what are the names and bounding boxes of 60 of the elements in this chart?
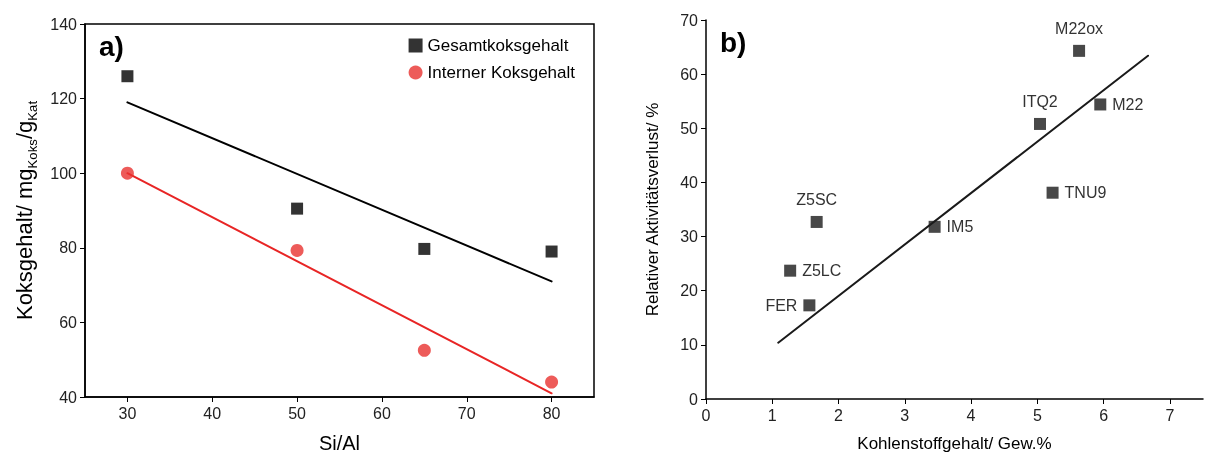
y-axis-title: Koksgehalt/ mgKoks/gKat bbox=[11, 100, 41, 321]
point bbox=[290, 243, 304, 257]
y-tick-label: 20 bbox=[680, 282, 699, 300]
annotation: M22 bbox=[1112, 95, 1144, 113]
legend-label: Interner Koksgehalt bbox=[427, 63, 576, 82]
point bbox=[810, 215, 823, 228]
x-tick-label: 3 bbox=[900, 406, 910, 424]
x-tick-label: 4 bbox=[966, 406, 976, 424]
legend-label: Gesamtkoksgehalt bbox=[427, 36, 569, 55]
x-tick-label: 60 bbox=[373, 404, 391, 422]
y-tick-label: 100 bbox=[50, 164, 78, 182]
x-tick-label: 7 bbox=[1165, 406, 1175, 424]
point bbox=[1094, 98, 1107, 111]
annotation: FER bbox=[765, 296, 798, 314]
point bbox=[545, 375, 559, 389]
point bbox=[545, 245, 558, 258]
x-axis-title: Kohlenstoffgehalt/ Gew.% bbox=[857, 434, 1052, 453]
y-tick-label: 10 bbox=[680, 336, 699, 354]
point bbox=[784, 264, 797, 277]
y-tick-label: 70 bbox=[680, 11, 699, 29]
annotation: b) bbox=[720, 26, 747, 58]
y-tick-label: 80 bbox=[59, 239, 78, 257]
x-tick-label: 40 bbox=[203, 404, 222, 422]
point bbox=[1046, 186, 1059, 199]
x-tick-label: 1 bbox=[767, 406, 777, 424]
y-tick-label: 40 bbox=[59, 388, 78, 406]
annotation: Z5LC bbox=[802, 262, 842, 280]
x-tick-label: 0 bbox=[701, 406, 711, 424]
y-tick-label: 120 bbox=[50, 90, 78, 108]
x-tick-label: 80 bbox=[542, 404, 561, 422]
point bbox=[120, 166, 134, 180]
annotation: Z5SC bbox=[796, 191, 838, 209]
point bbox=[803, 299, 816, 312]
y-tick-label: 60 bbox=[680, 65, 699, 83]
x-tick-label: 70 bbox=[457, 404, 476, 422]
x-tick-label: 2 bbox=[834, 406, 844, 424]
y-tick-label: 140 bbox=[50, 15, 78, 33]
x-tick-label: 30 bbox=[118, 404, 137, 422]
point bbox=[928, 220, 941, 233]
point bbox=[291, 202, 304, 215]
annotation: TNU9 bbox=[1064, 184, 1107, 202]
annotation: a) bbox=[99, 30, 124, 62]
point bbox=[1033, 117, 1046, 130]
y-axis-title: Relativer Aktivitätsverlust/ % bbox=[642, 102, 662, 317]
annotation: M22ox bbox=[1055, 20, 1104, 38]
annotation: ITQ2 bbox=[1022, 93, 1058, 111]
point bbox=[121, 70, 134, 83]
y-tick-label: 40 bbox=[680, 173, 699, 191]
y-tick-label: 60 bbox=[59, 313, 78, 331]
annotation: IM5 bbox=[946, 218, 974, 236]
point bbox=[1073, 44, 1086, 57]
y-tick-label: 50 bbox=[680, 119, 699, 137]
x-axis-title: Si/Al bbox=[318, 432, 361, 454]
point bbox=[418, 242, 431, 255]
x-tick-label: 50 bbox=[288, 404, 307, 422]
y-tick-label: 30 bbox=[680, 228, 699, 246]
y-tick-label: 0 bbox=[689, 390, 699, 408]
x-tick-label: 5 bbox=[1032, 406, 1042, 424]
x-tick-label: 6 bbox=[1099, 406, 1109, 424]
point bbox=[417, 343, 431, 357]
